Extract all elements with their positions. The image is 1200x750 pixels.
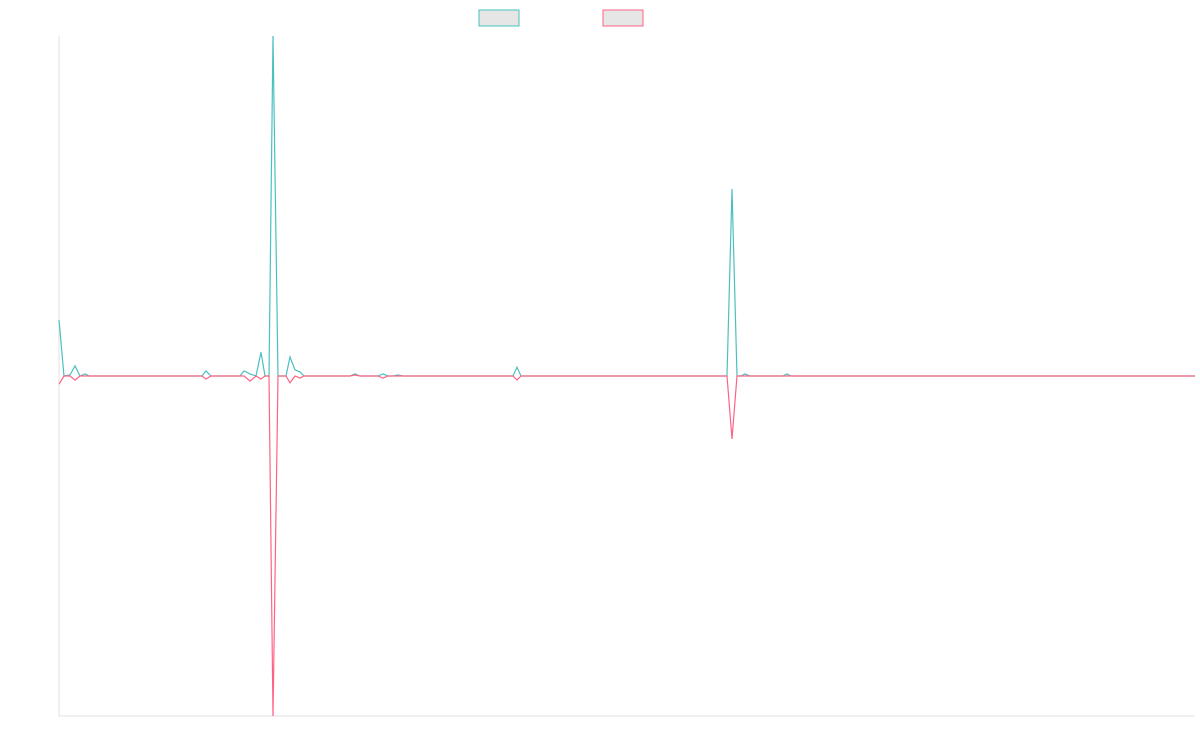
series-line <box>58 35 1195 377</box>
legend-swatch[interactable] <box>478 9 520 27</box>
series-line <box>58 374 1195 717</box>
legend-swatch[interactable] <box>602 9 644 27</box>
